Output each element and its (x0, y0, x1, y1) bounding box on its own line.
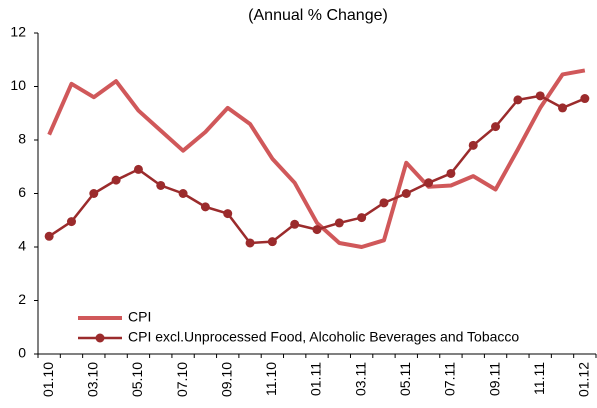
x-tick-label: 03.11 (352, 362, 368, 396)
series-marker (66, 217, 76, 227)
legend-label: CPI excl.Unprocessed Food, Alcoholic Bev… (128, 329, 519, 345)
x-tick-label: 11.10 (263, 362, 279, 396)
series-marker (334, 218, 344, 228)
x-tick-label: 09.10 (218, 362, 234, 397)
series-marker (89, 189, 99, 198)
series-marker (44, 231, 54, 241)
x-tick-label: 11.11 (531, 362, 547, 395)
legend-marker (95, 333, 105, 343)
series-marker (513, 95, 523, 105)
x-tick-label: 07.10 (174, 362, 190, 397)
series-marker (156, 180, 166, 190)
series-marker (580, 94, 590, 104)
series-line (47, 68, 586, 249)
y-tick-label: 0 (18, 345, 26, 361)
series-marker (401, 189, 411, 198)
y-tick-label: 10 (10, 77, 26, 93)
x-tick-label: 05.10 (129, 362, 145, 397)
series-marker (178, 189, 188, 198)
y-tick-label: 6 (18, 184, 26, 200)
x-tick-label: 01.12 (576, 362, 592, 397)
x-tick-label: 01.11 (308, 362, 324, 396)
y-tick-label: 12 (10, 24, 26, 40)
chart-title: (Annual % Change) (248, 7, 388, 24)
series-marker (468, 140, 478, 150)
series-marker (491, 122, 501, 132)
y-tick-label: 2 (18, 291, 26, 307)
series-marker (535, 91, 545, 101)
series-marker (558, 103, 568, 113)
series-marker (446, 168, 456, 178)
x-tick-label: 07.11 (442, 362, 458, 396)
series-marker (133, 164, 143, 174)
series-marker (357, 213, 367, 223)
series-marker (290, 219, 300, 229)
series-marker (223, 209, 233, 219)
y-tick-label: 8 (18, 131, 26, 147)
series-marker (379, 198, 389, 208)
series-marker (111, 175, 121, 185)
series-marker (424, 178, 434, 188)
x-tick-label: 05.11 (397, 362, 413, 396)
x-tick-label: 03.10 (85, 362, 101, 397)
series-marker (312, 225, 322, 235)
x-tick-label: 01.10 (40, 362, 56, 397)
series-marker (200, 202, 210, 212)
y-tick-label: 4 (18, 238, 26, 254)
legend-label: CPI (128, 309, 151, 325)
series-marker (245, 238, 255, 248)
series-marker (267, 237, 277, 247)
x-tick-label: 09.11 (486, 362, 502, 396)
